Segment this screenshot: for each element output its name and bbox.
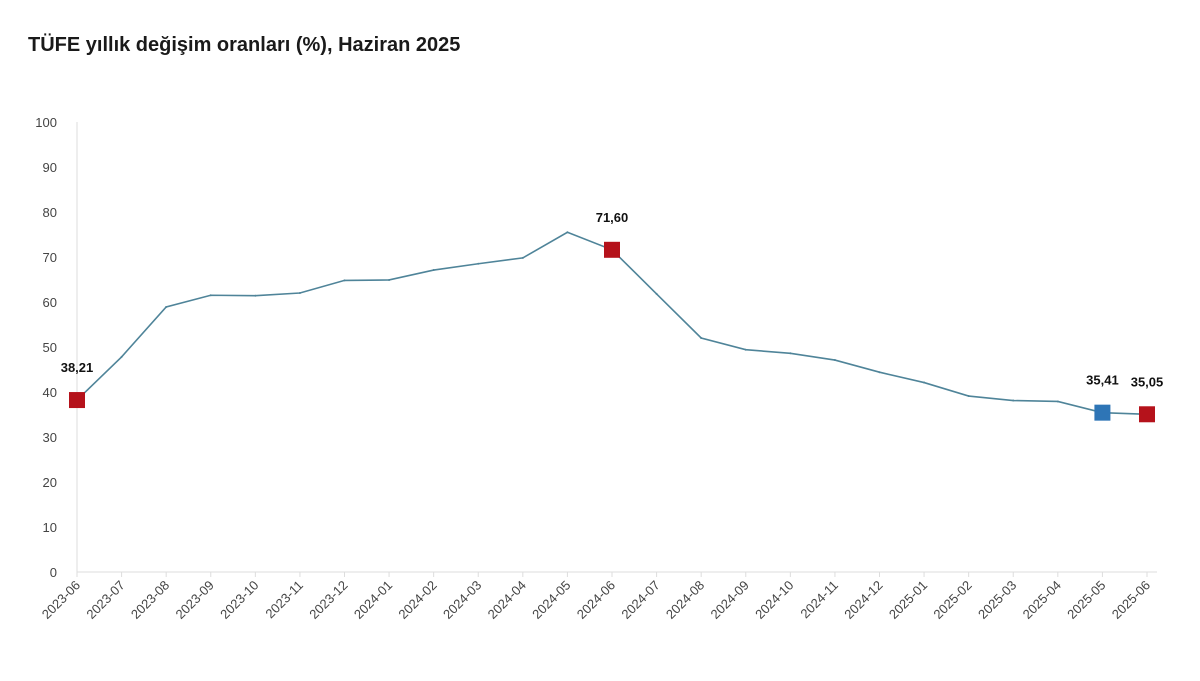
data-label: 35,05	[1131, 374, 1164, 389]
data-point	[967, 395, 970, 398]
data-label: 71,60	[596, 210, 629, 225]
data-point	[120, 355, 123, 358]
y-tick-label: 40	[43, 385, 57, 400]
x-tick-label: 2025-04	[1020, 578, 1064, 622]
y-tick-label: 10	[43, 520, 57, 535]
x-tick-label: 2024-02	[395, 578, 439, 622]
y-tick-label: 100	[35, 115, 57, 130]
x-tick-label: 2024-09	[708, 578, 752, 622]
y-tick-label: 90	[43, 160, 57, 175]
x-tick-label: 2025-06	[1109, 578, 1153, 622]
x-tick-label: 2024-04	[485, 578, 529, 622]
data-point	[923, 381, 926, 384]
y-tick-label: 30	[43, 430, 57, 445]
data-point	[655, 292, 658, 295]
data-point	[388, 278, 391, 281]
x-tick-label: 2023-06	[39, 578, 83, 622]
y-tick-label: 20	[43, 475, 57, 490]
data-point	[298, 292, 301, 294]
x-tick-label: 2023-11	[262, 578, 306, 622]
x-tick-label: 2024-06	[574, 578, 618, 622]
x-tick-label: 2024-07	[618, 578, 662, 622]
chart-title: TÜFE yıllık değişim oranları (%), Hazira…	[28, 34, 461, 56]
x-tick-label: 2023-08	[128, 578, 172, 622]
x-tick-label: 2025-01	[886, 578, 930, 622]
data-point	[254, 294, 257, 297]
y-tick-label: 60	[43, 295, 57, 310]
x-tick-label: 2025-05	[1064, 578, 1108, 622]
data-point	[700, 337, 703, 339]
x-tick-label: 2024-12	[841, 578, 885, 622]
data-point	[432, 269, 435, 272]
data-point	[209, 294, 212, 297]
x-tick-label: 2023-10	[217, 578, 261, 622]
y-tick-label: 0	[50, 565, 57, 580]
series-line	[76, 231, 1148, 416]
x-tick-label: 2024-03	[440, 578, 484, 622]
x-tick-label: 2024-05	[529, 578, 573, 622]
x-tick-label: 2024-08	[663, 578, 707, 622]
x-tick-label: 2025-03	[975, 578, 1019, 622]
data-label: 38,21	[61, 360, 94, 375]
x-tick-label: 2023-12	[306, 578, 350, 622]
highlight-marker	[69, 392, 85, 409]
data-point	[343, 279, 346, 282]
data-label: 35,41	[1086, 373, 1119, 388]
x-tick-label: 2024-11	[797, 578, 841, 622]
y-tick-label: 70	[43, 250, 57, 265]
y-tick-label: 50	[43, 340, 57, 355]
data-point	[789, 352, 792, 355]
x-tick-label: 2023-09	[173, 578, 217, 622]
data-point	[833, 359, 836, 362]
data-point	[477, 262, 480, 265]
highlight-marker	[604, 241, 620, 258]
data-point	[878, 371, 881, 374]
data-point	[1012, 399, 1015, 402]
x-tick-label: 2023-07	[83, 578, 127, 622]
x-tick-label: 2024-10	[752, 578, 796, 622]
data-point	[566, 231, 569, 234]
data-point	[744, 348, 747, 351]
highlight-marker	[1094, 404, 1111, 421]
data-point	[165, 305, 168, 308]
data-point	[1056, 400, 1059, 403]
x-tick-label: 2024-01	[351, 578, 395, 622]
data-point	[521, 256, 524, 259]
y-tick-label: 80	[43, 205, 57, 220]
x-tick-label: 2025-02	[930, 578, 974, 622]
highlight-marker	[1139, 406, 1155, 423]
